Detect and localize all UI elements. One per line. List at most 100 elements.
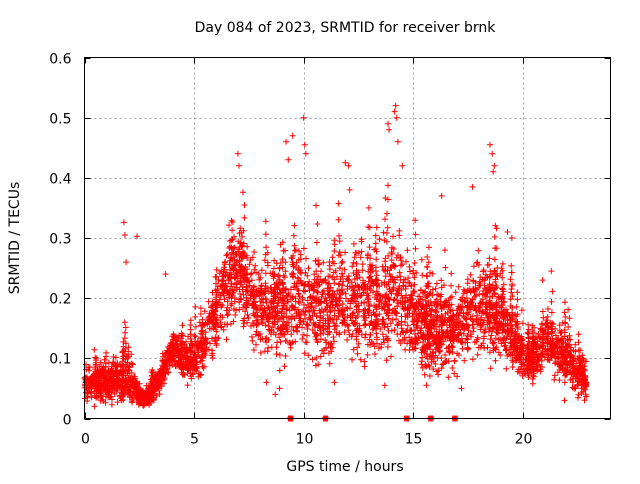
data-point bbox=[201, 308, 208, 315]
y-tick-label: 0.5 bbox=[49, 112, 71, 128]
data-point bbox=[443, 321, 450, 328]
data-point bbox=[538, 357, 545, 364]
data-point bbox=[565, 306, 572, 313]
data-point bbox=[294, 328, 301, 335]
data-point bbox=[499, 295, 506, 302]
data-point bbox=[271, 321, 278, 328]
data-point bbox=[336, 238, 343, 245]
data-point bbox=[203, 335, 209, 342]
data-point bbox=[424, 282, 431, 289]
data-point bbox=[206, 325, 213, 332]
data-point bbox=[378, 341, 385, 348]
data-point bbox=[229, 292, 236, 299]
data-point bbox=[377, 326, 384, 332]
data-point bbox=[573, 360, 580, 367]
data-point bbox=[253, 317, 260, 324]
data-point bbox=[289, 273, 296, 280]
data-point bbox=[253, 328, 260, 335]
data-point bbox=[384, 267, 391, 274]
data-point bbox=[242, 308, 249, 315]
data-point bbox=[566, 358, 573, 365]
data-point bbox=[376, 283, 383, 290]
data-point bbox=[365, 278, 372, 285]
data-point bbox=[475, 320, 482, 326]
data-point bbox=[505, 330, 512, 337]
data-point bbox=[169, 333, 176, 340]
data-point bbox=[383, 357, 390, 364]
data-point bbox=[255, 289, 261, 296]
data-point bbox=[384, 343, 391, 350]
data-point bbox=[422, 319, 429, 326]
data-point bbox=[360, 277, 366, 284]
data-point bbox=[448, 318, 455, 325]
data-point bbox=[157, 372, 164, 379]
data-point bbox=[576, 378, 583, 385]
data-point bbox=[317, 317, 323, 324]
data-point bbox=[399, 261, 406, 268]
data-point bbox=[187, 322, 194, 328]
data-point bbox=[438, 355, 445, 362]
y-tick-label: 0.3 bbox=[49, 232, 71, 248]
data-point bbox=[340, 278, 347, 285]
data-point bbox=[275, 294, 282, 301]
data-point bbox=[561, 397, 568, 404]
data-point bbox=[304, 321, 311, 327]
data-point bbox=[464, 346, 471, 353]
data-point bbox=[345, 277, 352, 284]
data-point bbox=[450, 312, 457, 319]
data-point bbox=[262, 322, 269, 329]
data-point bbox=[485, 284, 492, 291]
data-point bbox=[399, 328, 406, 335]
data-point bbox=[499, 322, 506, 329]
data-point bbox=[228, 283, 234, 290]
data-point bbox=[108, 367, 115, 374]
data-point bbox=[329, 344, 336, 351]
x-tick-label: 10 bbox=[296, 432, 314, 448]
data-point bbox=[331, 248, 338, 254]
data-point bbox=[320, 259, 327, 266]
data-point bbox=[538, 364, 545, 370]
data-point bbox=[442, 317, 449, 323]
data-point bbox=[122, 324, 129, 331]
data-point bbox=[145, 399, 152, 406]
data-point bbox=[339, 258, 346, 265]
data-point bbox=[366, 274, 373, 281]
data-point bbox=[286, 307, 293, 314]
data-point bbox=[241, 214, 248, 221]
data-point bbox=[114, 360, 121, 367]
data-point bbox=[509, 328, 516, 335]
data-point bbox=[102, 360, 109, 367]
data-point bbox=[212, 321, 219, 328]
data-point bbox=[492, 301, 499, 308]
data-point bbox=[245, 315, 252, 321]
data-point bbox=[310, 282, 317, 289]
data-point bbox=[179, 322, 186, 329]
data-point bbox=[513, 303, 520, 310]
data-point bbox=[560, 369, 567, 376]
data-point bbox=[385, 182, 391, 189]
data-point bbox=[412, 231, 419, 238]
data-point bbox=[237, 239, 244, 246]
data-point bbox=[507, 296, 514, 303]
data-point bbox=[198, 322, 204, 329]
data-point bbox=[226, 222, 232, 229]
data-point bbox=[230, 249, 237, 256]
data-point bbox=[285, 319, 292, 326]
data-point bbox=[481, 345, 488, 352]
data-point bbox=[475, 261, 482, 268]
data-point bbox=[470, 318, 477, 325]
data-point bbox=[464, 287, 471, 294]
data-point bbox=[324, 312, 331, 319]
data-point bbox=[335, 313, 342, 320]
data-point bbox=[372, 304, 379, 311]
data-point bbox=[120, 219, 127, 226]
data-point bbox=[554, 338, 561, 345]
data-point bbox=[578, 390, 585, 397]
data-point bbox=[536, 343, 543, 350]
data-point bbox=[492, 357, 499, 364]
data-point bbox=[487, 268, 494, 275]
data-point bbox=[287, 344, 294, 351]
data-point bbox=[197, 311, 204, 317]
data-point bbox=[114, 399, 121, 406]
data-point bbox=[248, 270, 255, 277]
